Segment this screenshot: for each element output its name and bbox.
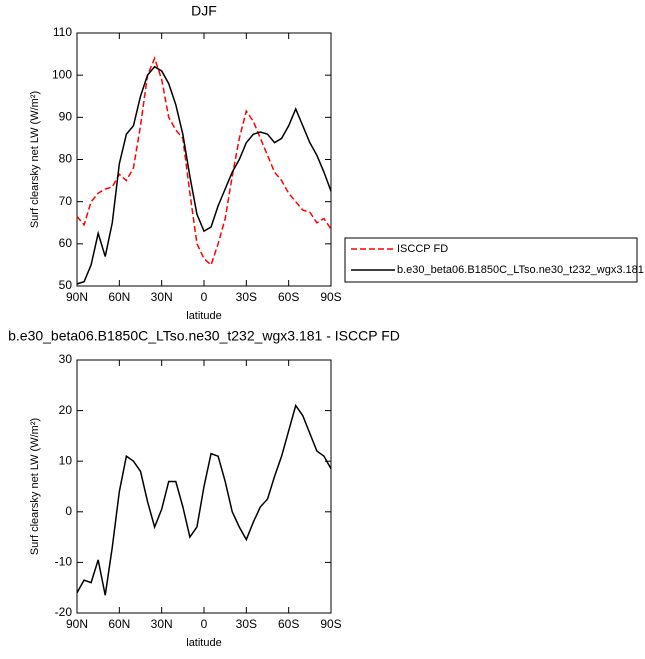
x-tick-label: 30N xyxy=(151,290,173,304)
y-axis-label: Surf clearsky net LW (W/m²) xyxy=(29,91,41,228)
x-tick-label: 60N xyxy=(108,290,130,304)
x-tick-label: 90N xyxy=(66,290,88,304)
y-tick-label: 20 xyxy=(59,403,73,417)
legend-label: b.e30_beta06.B1850C_LTso.ne30_t232_wgx3.… xyxy=(397,264,644,276)
x-axis-label: latitude xyxy=(186,310,221,322)
y-tick-label: 60 xyxy=(59,236,73,250)
x-tick-label: 60N xyxy=(108,617,130,631)
y-axis-label: Surf clearsky net LW (W/m²) xyxy=(29,418,41,555)
x-tick-label: 0 xyxy=(201,617,208,631)
data-line xyxy=(76,65,332,285)
x-tick-label: 60S xyxy=(278,617,299,631)
y-tick-label: 0 xyxy=(65,504,72,518)
data-line xyxy=(76,403,332,596)
y-tick-label: -20 xyxy=(55,605,73,619)
x-tick-label: 90S xyxy=(320,290,341,304)
y-tick-label: 90 xyxy=(59,110,73,124)
y-tick-label: 10 xyxy=(59,453,73,467)
y-tick-label: 50 xyxy=(59,278,73,292)
y-tick-label: 30 xyxy=(59,352,73,366)
y-tick-label: 110 xyxy=(53,25,72,39)
legend-label: ISCCP FD xyxy=(397,243,448,255)
data-line xyxy=(76,56,332,267)
chart-title: b.e30_beta06.B1850C_LTso.ne30_t232_wgx3.… xyxy=(8,328,400,344)
x-tick-label: 30N xyxy=(151,617,173,631)
y-tick-label: -10 xyxy=(55,555,73,569)
legend-box xyxy=(344,237,638,283)
x-tick-label: 30S xyxy=(236,617,257,631)
x-axis-label: latitude xyxy=(186,637,221,649)
x-tick-label: 60S xyxy=(278,290,299,304)
chart-title: DJF xyxy=(191,3,217,19)
y-tick-label: 80 xyxy=(59,152,73,166)
x-tick-label: 90S xyxy=(320,617,341,631)
plot-frame xyxy=(76,32,332,287)
y-tick-label: 70 xyxy=(59,194,73,208)
y-tick-label: 100 xyxy=(52,67,72,81)
x-tick-label: 0 xyxy=(201,290,208,304)
x-tick-label: 30S xyxy=(236,290,257,304)
x-tick-label: 90N xyxy=(66,617,88,631)
